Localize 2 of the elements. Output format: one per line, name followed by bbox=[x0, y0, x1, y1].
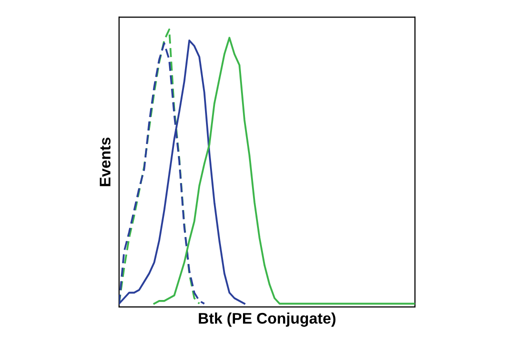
x-axis-title: Btk (PE Conjugate) bbox=[198, 312, 336, 327]
y-axis-title: Events bbox=[100, 138, 111, 186]
